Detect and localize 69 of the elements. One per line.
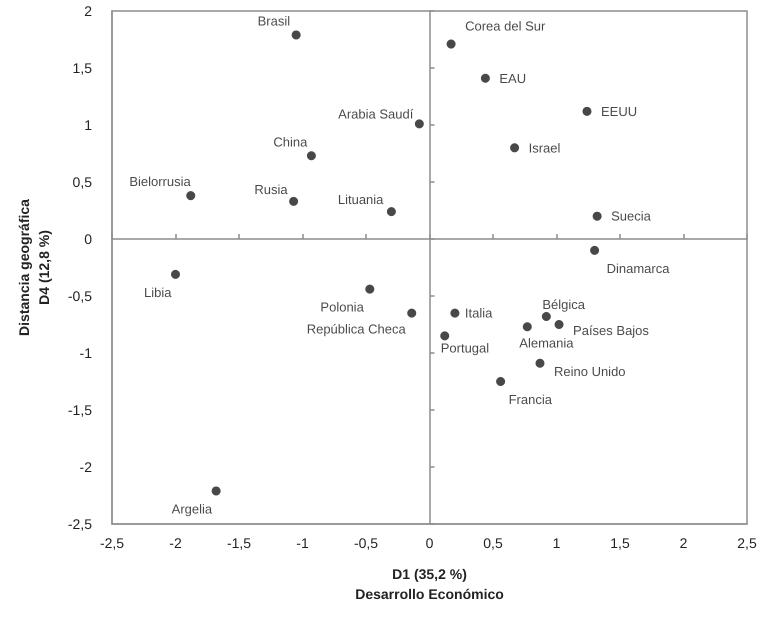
- y-tick-label: 1,5: [72, 60, 92, 76]
- x-tick-label: 1,5: [610, 535, 630, 551]
- y-tick-label: 2: [84, 3, 92, 19]
- y-tick-label: -0,5: [68, 288, 92, 304]
- point: [496, 377, 506, 386]
- point: [446, 40, 456, 49]
- x-tick-label: 0,5: [483, 535, 503, 551]
- data-label: Brasil: [258, 13, 290, 28]
- data-label: Arabia Saudí: [338, 106, 414, 122]
- x-axis-title: D1 (35,2 %) Desarrollo Económico: [355, 566, 504, 602]
- point: [536, 358, 544, 368]
- data-label: Polonia: [320, 300, 365, 315]
- data-label: Alemania: [519, 335, 574, 350]
- data-label: Israel: [528, 140, 560, 156]
- point: [407, 308, 416, 318]
- y-axis-title: Distancia geográfica D4 (12,8 %): [16, 198, 52, 336]
- data-label: Dinamarca: [606, 260, 670, 276]
- x-tick-label: -1: [296, 535, 309, 551]
- data-label: Bélgica: [542, 297, 586, 312]
- point: [440, 331, 450, 340]
- x-tick-label: 2,5: [737, 535, 757, 551]
- point: [306, 151, 316, 160]
- data-label: República Checa: [306, 322, 406, 337]
- data-label: Rusia: [254, 182, 288, 197]
- point: [292, 30, 301, 40]
- data-label: EEUU: [600, 104, 638, 119]
- point: [590, 246, 600, 255]
- data-label: EAU: [499, 70, 526, 86]
- x-tick-label: 0: [426, 535, 434, 551]
- x-tick-label: -2: [169, 535, 182, 551]
- y-tick-label: 0,5: [72, 174, 92, 190]
- data-label: Bielorrusia: [129, 174, 192, 190]
- y-tick-label: 1: [84, 117, 92, 133]
- point: [289, 196, 298, 206]
- data-label: China: [273, 134, 308, 150]
- y-tick-label: -1,5: [68, 402, 92, 418]
- data-label: Argelia: [172, 501, 213, 516]
- data-label: Reino Unido: [554, 364, 626, 379]
- point: [480, 74, 490, 83]
- point: [450, 308, 460, 318]
- y-tick-label: -2: [80, 459, 92, 475]
- x-tick-label: 1: [552, 535, 561, 551]
- data-label: Países Bajos: [573, 323, 650, 338]
- point: [554, 320, 564, 329]
- point: [582, 106, 592, 116]
- data-label: Suecia: [611, 208, 652, 224]
- point: [542, 312, 551, 322]
- point: [522, 322, 532, 332]
- point: [365, 284, 374, 294]
- y-tick-label: 0: [84, 231, 92, 247]
- point: [171, 270, 180, 279]
- data-label: Libia: [144, 284, 172, 300]
- y-tick-label: -2,5: [68, 516, 92, 532]
- point: [414, 119, 424, 128]
- point: [212, 486, 221, 496]
- data-label: Corea del Sur: [465, 18, 546, 34]
- x-tick-label: -0,5: [354, 535, 378, 551]
- x-tick-label: -2,5: [100, 535, 124, 551]
- data-label: Lituania: [338, 192, 384, 208]
- data-label: Italia: [464, 306, 494, 321]
- data-label: Portugal: [440, 340, 490, 356]
- point: [386, 207, 396, 216]
- x-tick-label: 2: [680, 535, 688, 551]
- y-tick-label: -1: [80, 345, 92, 361]
- point: [510, 143, 520, 152]
- point: [186, 191, 196, 200]
- point: [592, 212, 602, 221]
- x-tick-label: -1,5: [226, 535, 252, 551]
- data-label: Francia: [508, 392, 553, 407]
